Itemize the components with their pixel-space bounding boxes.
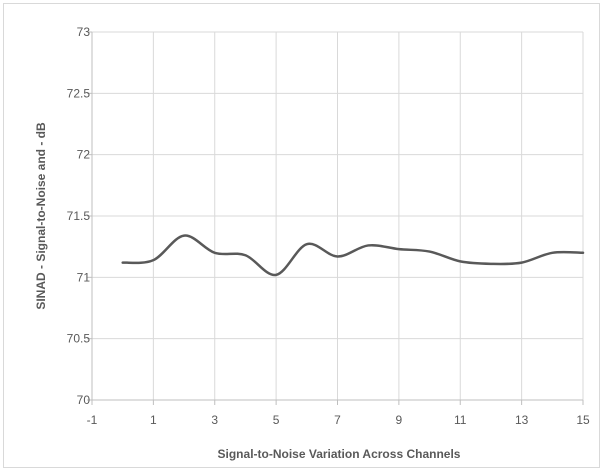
y-tick-label: 72 [77, 148, 91, 162]
x-tick-label: 3 [211, 413, 218, 427]
gridlines [92, 31, 584, 400]
y-tick-label: 70.5 [67, 332, 91, 346]
y-tick-label: 71 [77, 270, 91, 284]
y-tick-label: 70 [77, 393, 91, 407]
x-tick-label: 5 [273, 413, 280, 427]
y-tick-label: 72.5 [67, 86, 91, 100]
x-tick-label: 7 [334, 413, 341, 427]
x-tick-label: 1 [150, 413, 157, 427]
axes [87, 31, 584, 405]
x-tick-label: 13 [515, 413, 529, 427]
y-tick-label: 73 [77, 25, 91, 39]
y-tick-label: 71.5 [67, 209, 91, 223]
chart-area [3, 3, 600, 468]
x-tick-label: 11 [454, 413, 467, 427]
x-tick-label: 15 [576, 413, 590, 427]
x-axis-title: Signal-to-Noise Variation Across Channel… [218, 447, 461, 461]
y-axis-title: SINAD - Signal-to-Noise and - dB [34, 122, 48, 310]
series-line [121, 234, 585, 277]
x-tick-label: 9 [396, 413, 403, 427]
series-layer [121, 234, 585, 277]
x-tick-label: -1 [87, 413, 98, 427]
